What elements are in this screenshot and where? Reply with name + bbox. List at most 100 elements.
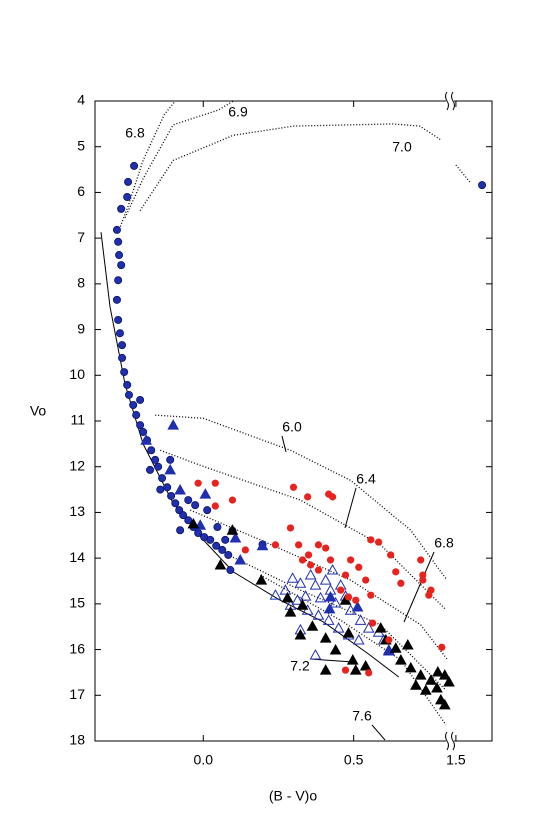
data-point: [365, 669, 373, 677]
data-point: [229, 531, 242, 543]
data-point: [342, 627, 355, 638]
data-point: [184, 516, 193, 525]
y-tick-label: 12: [69, 457, 85, 473]
data-point: [171, 499, 180, 508]
data-point: [438, 643, 446, 651]
data-point: [294, 577, 307, 588]
data-point: [279, 584, 292, 595]
data-point: [387, 551, 395, 559]
data-point: [304, 569, 317, 580]
isochrone: [155, 414, 448, 581]
data-point: [419, 571, 427, 579]
data-point: [286, 524, 295, 532]
data-point: [241, 546, 249, 554]
data-point: [349, 664, 362, 675]
data-point: [385, 636, 393, 644]
data-point: [304, 493, 312, 501]
y-tick-label: 6: [77, 183, 85, 199]
y-tick-label: 8: [77, 275, 85, 291]
data-point: [284, 606, 297, 617]
y-tick-label: 10: [69, 366, 85, 382]
y-tick-label: 18: [69, 732, 85, 748]
data-point: [203, 506, 212, 515]
isochrone-label: 6.0: [282, 419, 302, 435]
y-tick-label: 17: [69, 686, 85, 702]
x-tick-label: 0.0: [194, 752, 214, 768]
isochrone-label: 6.8: [434, 535, 454, 551]
data-point: [341, 666, 350, 674]
axis-break: [445, 91, 455, 751]
data-point: [404, 661, 417, 673]
data-point: [156, 485, 165, 494]
data-point: [322, 544, 330, 552]
data-point: [367, 536, 375, 544]
isochrone: [190, 509, 449, 661]
isochrone-label: 7.2: [290, 658, 310, 674]
data-point: [324, 590, 337, 602]
data-point: [329, 643, 342, 655]
data-point: [299, 590, 312, 601]
label-leader: [371, 724, 386, 741]
x-tick-label: 0.5: [344, 752, 364, 768]
data-point: [130, 161, 139, 170]
data-point: [115, 251, 124, 260]
isochrone-label: 6.9: [228, 104, 248, 120]
data-point: [368, 619, 377, 627]
data-point: [346, 654, 359, 665]
data-point: [218, 545, 227, 554]
x-axis-label: (B - V)o: [269, 788, 317, 804]
data-point: [140, 434, 152, 445]
data-point: [174, 483, 186, 495]
data-point: [139, 427, 148, 436]
data-point: [352, 596, 360, 604]
data-point: [443, 675, 455, 687]
data-point: [298, 556, 307, 564]
data-point: [341, 571, 350, 579]
data-point: [328, 493, 337, 501]
data-point: [120, 368, 129, 377]
data-point: [151, 455, 160, 464]
data-point: [124, 177, 133, 186]
data-point: [438, 698, 451, 710]
data-point: [281, 591, 294, 603]
data-point: [323, 602, 336, 614]
y-tick-label: 13: [69, 503, 85, 519]
data-point: [362, 622, 375, 633]
data-point: [147, 446, 156, 455]
data-point: [224, 550, 233, 559]
y-tick-label: 9: [77, 320, 85, 336]
data-point: [417, 556, 425, 564]
data-point: [425, 591, 433, 599]
data-point: [166, 455, 175, 464]
data-point: [211, 502, 219, 510]
data-point: [395, 654, 407, 665]
data-point: [326, 563, 339, 575]
data-point: [212, 541, 221, 550]
data-point: [118, 341, 127, 350]
data-point: [199, 488, 212, 499]
data-point: [344, 604, 357, 615]
data-point: [123, 380, 132, 389]
data-point: [329, 596, 342, 608]
y-tick-label: 14: [69, 549, 85, 565]
data-point: [296, 599, 309, 610]
data-point: [374, 622, 387, 633]
data-point: [307, 561, 315, 569]
data-point: [347, 556, 355, 564]
data-point: [206, 535, 215, 544]
data-point: [136, 395, 145, 404]
data-point: [271, 541, 280, 549]
isochrone: [124, 100, 234, 218]
data-point: [187, 517, 200, 529]
data-point: [425, 674, 437, 685]
data-point: [419, 684, 432, 695]
data-point: [326, 556, 335, 564]
data-point: [115, 329, 124, 338]
data-point: [324, 584, 337, 595]
y-tick-label: 11: [70, 412, 85, 428]
data-point: [344, 593, 353, 601]
data-point: [332, 622, 345, 633]
data-point: [123, 192, 132, 201]
data-point: [226, 524, 239, 535]
data-point: [355, 563, 363, 571]
